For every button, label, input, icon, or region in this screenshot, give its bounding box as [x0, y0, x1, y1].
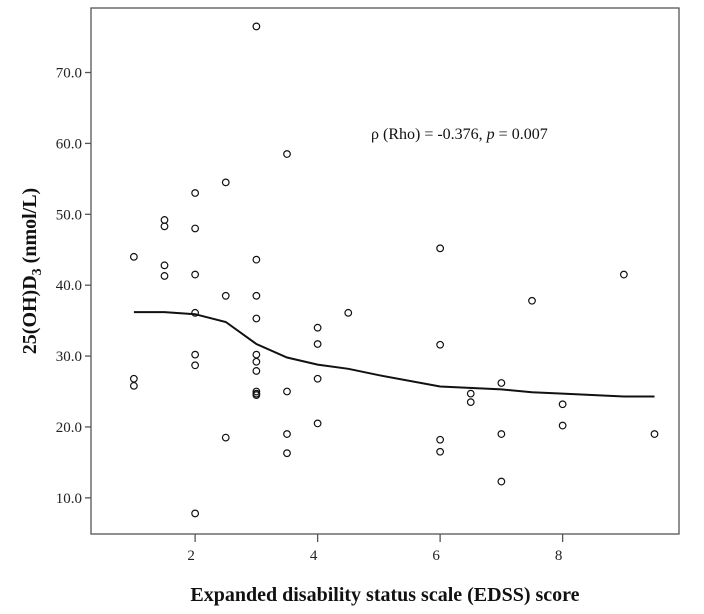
data-point — [283, 150, 291, 158]
data-point — [252, 367, 261, 375]
x-tick-label: 6 — [432, 548, 440, 564]
data-point — [436, 447, 445, 456]
data-point — [650, 430, 659, 438]
data-point — [313, 323, 322, 332]
y-tick-label: 30.0 — [56, 349, 82, 365]
data-point — [466, 398, 475, 407]
plot-frame — [90, 7, 680, 535]
data-point — [497, 379, 506, 387]
data-point — [558, 400, 567, 409]
data-point — [497, 430, 506, 438]
data-point — [252, 387, 261, 396]
data-point — [221, 291, 230, 300]
data-point — [191, 350, 200, 359]
data-point — [466, 389, 475, 398]
y-axis-title: 25(OH)D3 (nmol/L) — [19, 188, 45, 354]
y-tick-label: 40.0 — [56, 278, 82, 294]
x-tick-label: 2 — [187, 548, 195, 564]
data-point — [313, 340, 322, 348]
data-point — [283, 387, 291, 396]
data-point — [252, 314, 261, 323]
data-point — [191, 509, 200, 518]
loess-fit-line — [133, 311, 655, 398]
y-tick-label: 60.0 — [56, 136, 82, 152]
data-point — [221, 433, 230, 442]
data-point — [528, 296, 536, 305]
data-point — [252, 391, 261, 399]
annotation-suffix: = 0.007 — [495, 126, 548, 143]
y-axis-title-sub: 3 — [30, 268, 45, 275]
data-point — [221, 178, 230, 187]
data-point — [252, 357, 261, 366]
y-tick-label: 10.0 — [56, 491, 82, 507]
annotation-p-symbol: p — [486, 126, 495, 143]
data-points — [129, 22, 659, 518]
data-point — [160, 272, 169, 280]
data-point — [436, 435, 445, 444]
data-point — [283, 430, 291, 438]
data-point — [283, 449, 291, 458]
data-point — [436, 340, 445, 349]
data-point — [313, 419, 322, 428]
annotation-prefix: ρ (Rho) = -0.376, — [371, 126, 487, 143]
data-point — [191, 189, 200, 197]
data-point — [252, 22, 261, 31]
data-point — [191, 308, 200, 317]
data-point — [558, 421, 567, 430]
x-axis: 2 4 6 8 — [187, 534, 564, 564]
data-point — [129, 252, 138, 261]
correlation-annotation: ρ (Rho) = -0.376, p = 0.007 — [371, 126, 548, 143]
y-tick-label: 20.0 — [56, 420, 82, 436]
data-point — [497, 477, 506, 486]
x-tick-label: 8 — [555, 548, 563, 564]
data-point — [160, 222, 169, 231]
data-point — [191, 270, 200, 279]
y-axis: 10.0 20.0 30.0 40.0 50.0 60.0 70.0 — [56, 66, 91, 507]
data-point — [252, 291, 261, 300]
data-point — [160, 261, 169, 270]
y-axis-title-main: 25(OH)D — [19, 275, 41, 354]
y-axis-title-unit: (nmol/L) — [19, 188, 41, 269]
data-point — [436, 244, 445, 253]
data-point — [619, 270, 628, 279]
data-point — [344, 308, 353, 317]
y-tick-label: 50.0 — [56, 207, 82, 223]
x-axis-title: Expanded disability status scale (EDSS) … — [190, 584, 579, 606]
data-point — [252, 255, 261, 264]
x-tick-label: 4 — [310, 548, 318, 564]
data-point — [313, 374, 322, 383]
data-point — [191, 361, 200, 370]
y-tick-label: 70.0 — [56, 66, 82, 82]
data-point — [191, 224, 200, 233]
data-point — [129, 381, 138, 390]
